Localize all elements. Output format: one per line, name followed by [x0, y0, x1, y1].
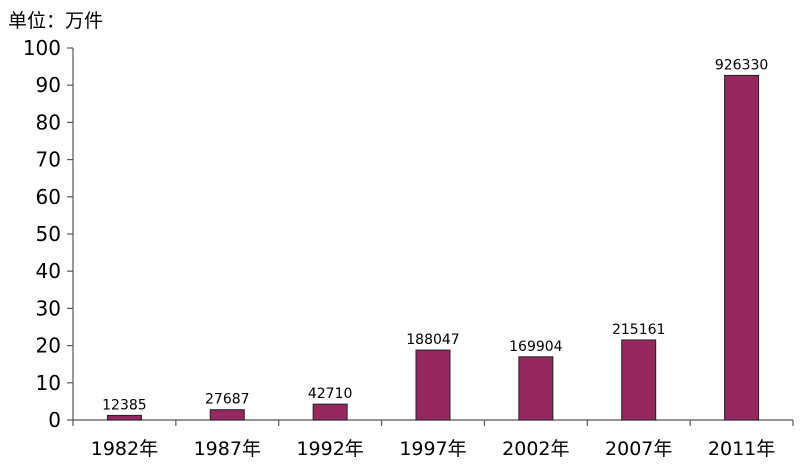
- x-tick-label: 1987年: [194, 438, 261, 460]
- bar: [312, 403, 348, 421]
- y-tick-label: 0: [48, 408, 61, 432]
- y-tick-label: 50: [36, 222, 61, 246]
- data-label: 27687: [205, 392, 250, 408]
- y-tick-label: 40: [36, 259, 61, 283]
- bar: [724, 74, 760, 421]
- data-label: 12385: [102, 397, 147, 413]
- bar: [621, 339, 657, 421]
- bar: [518, 356, 554, 421]
- y-tick-label: 20: [36, 334, 61, 358]
- bars: [106, 74, 760, 421]
- x-tick-label: 1982年: [91, 438, 158, 460]
- y-axis-ticks: 0 10 20 30 40 50 60 70 80 90 100: [23, 36, 73, 432]
- y-tick-label: 30: [36, 296, 61, 320]
- data-label: 926330: [715, 57, 768, 73]
- x-tick-label: 2011年: [708, 438, 775, 460]
- bar: [209, 409, 245, 421]
- x-tick-label: 2002年: [502, 438, 569, 460]
- y-tick-label: 70: [36, 148, 61, 172]
- data-labels: 12385 27687 42710 188047 169904 215161 926330: [102, 57, 768, 413]
- x-tick-label: 1997年: [399, 438, 466, 460]
- data-label: 42710: [308, 386, 353, 402]
- unit-label: 单位：万件: [8, 10, 104, 32]
- data-label: 169904: [509, 339, 563, 355]
- bar: [415, 349, 451, 421]
- data-label: 188047: [406, 332, 459, 348]
- y-tick-label: 10: [36, 371, 61, 395]
- y-tick-label: 100: [23, 36, 61, 60]
- y-tick-label: 80: [36, 110, 61, 134]
- y-tick-label: 60: [36, 185, 61, 209]
- x-axis-ticks: 1982年 1987年 1992年 1997年 2002年 2007年 2011年: [72, 420, 794, 460]
- data-label: 215161: [612, 322, 665, 338]
- x-tick-label: 2007年: [605, 438, 672, 460]
- bar: [106, 414, 142, 421]
- y-tick-label: 90: [36, 73, 61, 97]
- x-tick-label: 1992年: [296, 438, 363, 460]
